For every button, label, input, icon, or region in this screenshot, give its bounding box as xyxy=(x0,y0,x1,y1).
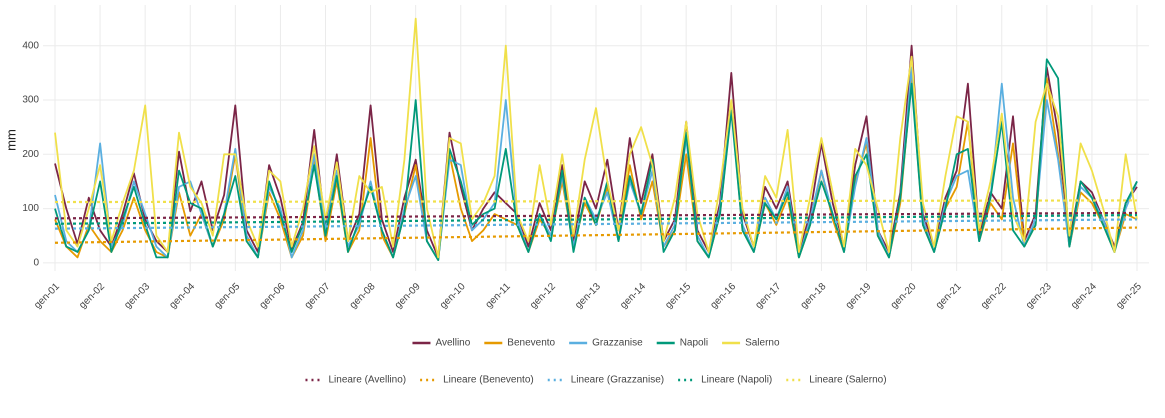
trend-line xyxy=(54,211,1138,220)
x-tick-label: gen-06 xyxy=(258,281,288,311)
x-tick-label: gen-07 xyxy=(303,281,333,311)
y-tick-label: 100 xyxy=(22,203,39,214)
legend-label: Lineare (Benevento) xyxy=(443,375,534,386)
y-tick-label: 200 xyxy=(22,149,39,160)
x-tick-label: gen-21 xyxy=(934,281,964,311)
legend-label: Avellino xyxy=(435,338,470,349)
x-tick-label: gen-18 xyxy=(799,281,829,311)
x-tick-label: gen-25 xyxy=(1114,281,1144,311)
trend-line xyxy=(54,218,1138,230)
x-tick-label: gen-17 xyxy=(754,281,784,311)
x-tick-label: gen-11 xyxy=(484,281,514,311)
x-tick-label: gen-12 xyxy=(528,281,558,311)
legend-label: Lineare (Napoli) xyxy=(701,375,772,386)
y-tick-label: 0 xyxy=(33,257,39,268)
x-tick-label: gen-24 xyxy=(1069,281,1099,311)
x-tick-label: gen-02 xyxy=(77,281,107,311)
x-tick-label: gen-13 xyxy=(573,281,603,311)
legend-label: Napoli xyxy=(680,338,708,349)
trend-line xyxy=(54,226,1138,244)
x-tick-label: gen-10 xyxy=(438,281,468,311)
x-tick-label: gen-22 xyxy=(979,281,1009,311)
legend-label: Grazzanise xyxy=(592,338,643,349)
x-tick-label: gen-01 xyxy=(32,281,62,311)
x-tick-label: gen-05 xyxy=(213,281,243,311)
series-line xyxy=(54,44,1138,259)
legend-label: Benevento xyxy=(507,338,555,349)
legend-label: Lineare (Avellino) xyxy=(328,375,406,386)
legend-label: Lineare (Grazzanise) xyxy=(571,375,664,386)
trend-line xyxy=(54,213,1138,225)
x-tick-label: gen-03 xyxy=(122,281,152,311)
legend-label: Lineare (Salerno) xyxy=(809,375,886,386)
x-tick-label: gen-20 xyxy=(889,281,919,311)
trend-line xyxy=(54,199,1138,204)
x-tick-label: gen-14 xyxy=(618,281,648,311)
y-tick-label: 300 xyxy=(22,95,39,106)
legend-label: Salerno xyxy=(745,338,780,349)
x-tick-label: gen-09 xyxy=(393,281,423,311)
x-tick-label: gen-19 xyxy=(844,281,874,311)
x-tick-label: gen-16 xyxy=(708,281,738,311)
y-axis-label: mm xyxy=(3,129,18,151)
x-tick-label: gen-04 xyxy=(167,281,197,311)
x-tick-label: gen-08 xyxy=(348,281,378,311)
x-tick-label: gen-23 xyxy=(1024,281,1054,311)
series-line xyxy=(54,17,1138,259)
y-tick-label: 400 xyxy=(22,40,39,51)
x-tick-label: gen-15 xyxy=(663,281,693,311)
